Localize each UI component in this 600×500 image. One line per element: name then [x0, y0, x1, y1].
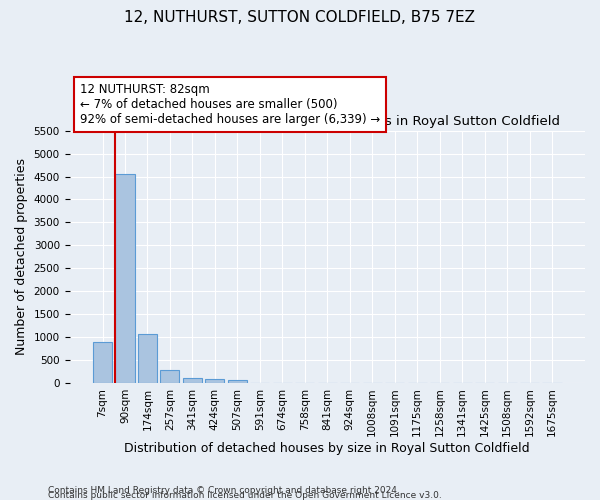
Y-axis label: Number of detached properties: Number of detached properties [15, 158, 28, 356]
Bar [138, 334, 157, 383]
Bar [160, 370, 179, 383]
Text: Contains HM Land Registry data © Crown copyright and database right 2024.: Contains HM Land Registry data © Crown c… [48, 486, 400, 495]
Text: 12, NUTHURST, SUTTON COLDFIELD, B75 7EZ: 12, NUTHURST, SUTTON COLDFIELD, B75 7EZ [125, 10, 476, 25]
Text: Contains public sector information licensed under the Open Government Licence v3: Contains public sector information licen… [48, 491, 442, 500]
Text: 12 NUTHURST: 82sqm
← 7% of detached houses are smaller (500)
92% of semi-detache: 12 NUTHURST: 82sqm ← 7% of detached hous… [80, 82, 380, 126]
Bar [228, 380, 247, 383]
X-axis label: Distribution of detached houses by size in Royal Sutton Coldfield: Distribution of detached houses by size … [124, 442, 530, 455]
Bar [183, 378, 202, 383]
Bar [93, 342, 112, 383]
Title: Size of property relative to detached houses in Royal Sutton Coldfield: Size of property relative to detached ho… [95, 115, 560, 128]
Bar [115, 174, 134, 383]
Bar [205, 379, 224, 383]
